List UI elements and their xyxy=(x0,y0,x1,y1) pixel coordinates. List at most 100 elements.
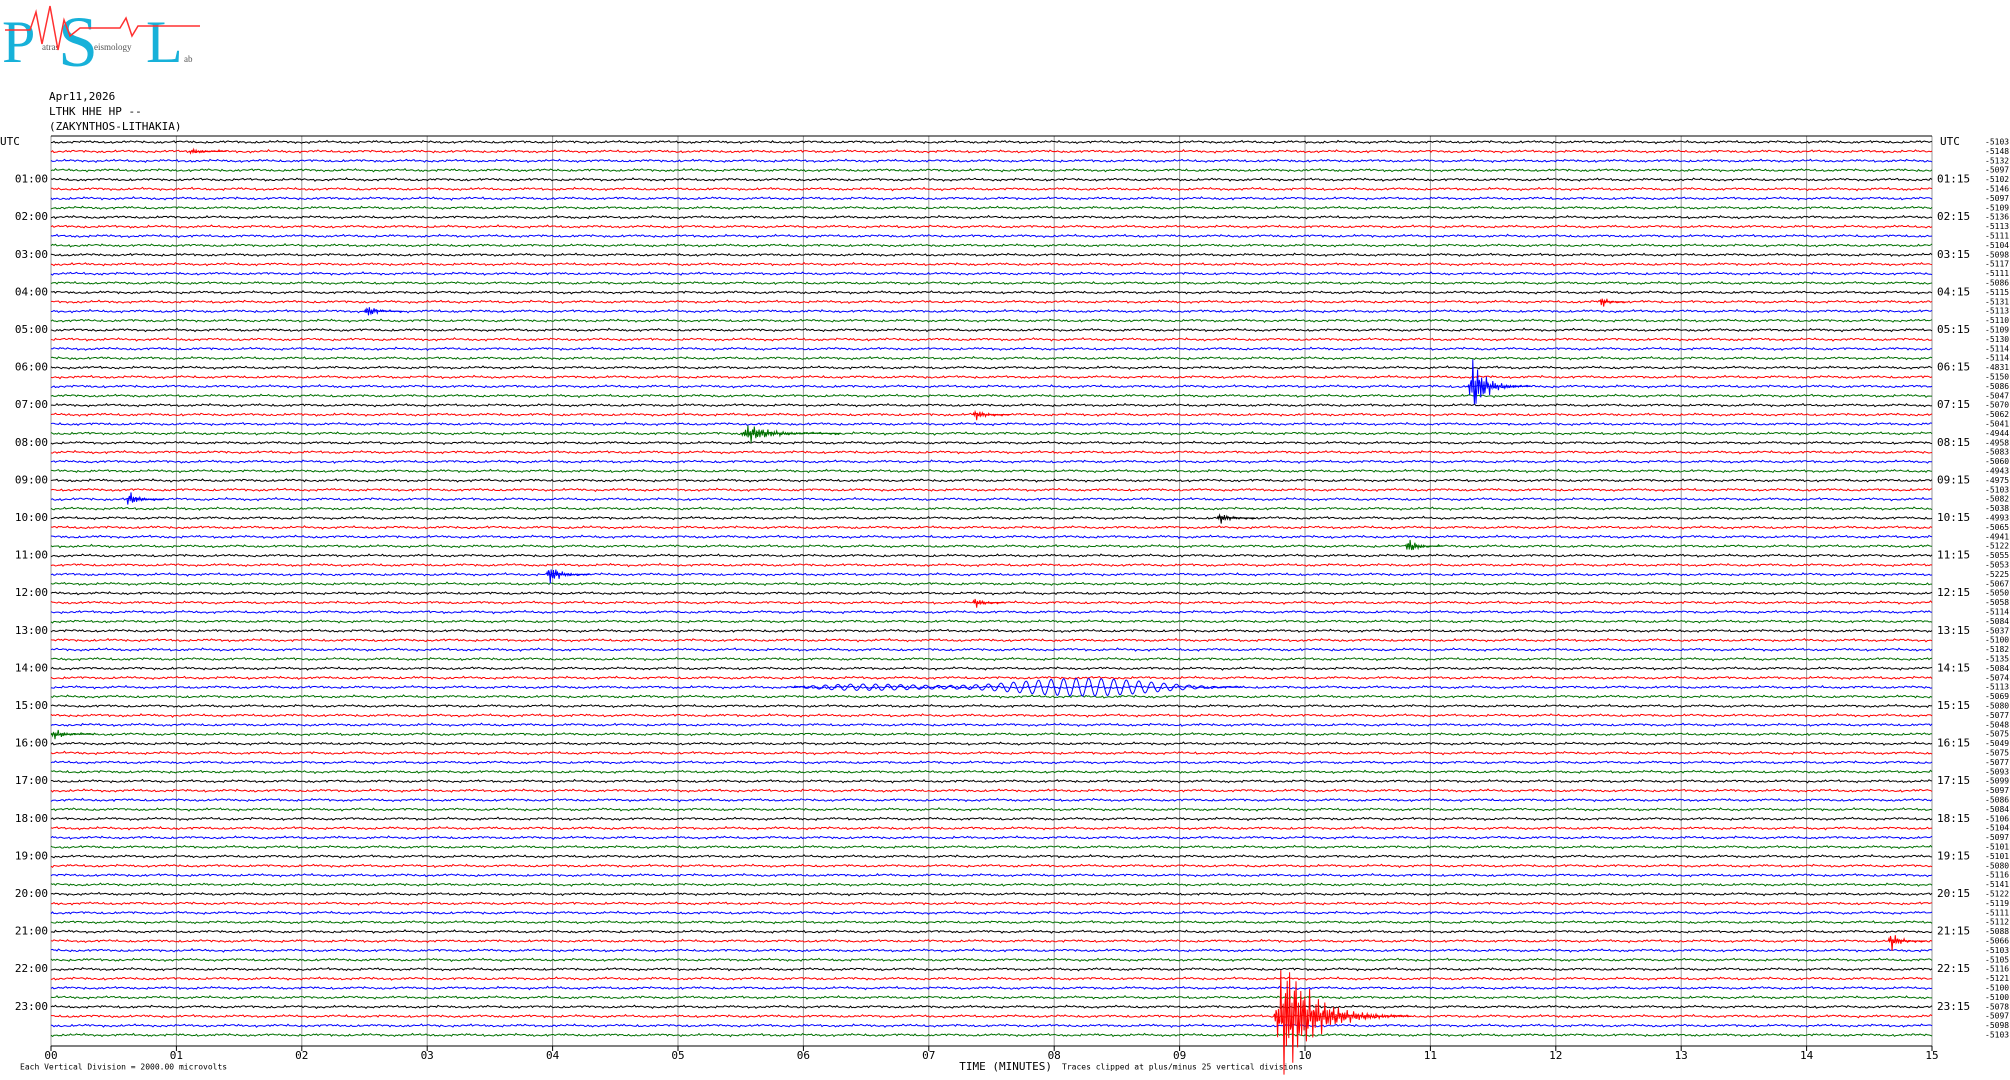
trace xyxy=(50,214,1933,220)
trace-offset: -5083 xyxy=(1985,448,2009,457)
trace-offset: -5097 xyxy=(1985,786,2009,795)
hour-label: 10:00 xyxy=(15,511,48,524)
hour-label: 21:15 xyxy=(1937,925,1970,938)
trace-offset: -4943 xyxy=(1985,467,2009,476)
trace-offset: -5065 xyxy=(1985,523,2009,532)
x-tick-label: 12 xyxy=(1549,1049,1562,1062)
hour-label: 20:15 xyxy=(1937,887,1970,900)
trace-offset: -5109 xyxy=(1985,326,2009,335)
trace xyxy=(50,459,1932,465)
trace-offset: -5111 xyxy=(1985,232,2009,241)
trace-offset: -5067 xyxy=(1985,579,2009,588)
trace xyxy=(50,374,1933,380)
trace xyxy=(50,177,1933,182)
trace-offset: -5086 xyxy=(1985,382,2009,391)
hour-label: 15:00 xyxy=(15,699,48,712)
seismic-event xyxy=(972,598,1004,608)
trace-offset: -5105 xyxy=(1985,955,2009,964)
trace-offset: -5119 xyxy=(1985,899,2009,908)
trace xyxy=(50,609,1933,615)
seismic-event xyxy=(1216,513,1255,524)
logo-letter: S xyxy=(58,2,98,82)
x-axis-title: TIME (MINUTES) xyxy=(959,1060,1052,1073)
trace xyxy=(50,938,1933,944)
trace-offset: -5116 xyxy=(1985,871,2009,880)
trace xyxy=(50,901,1933,906)
hour-label: 13:15 xyxy=(1937,624,1970,637)
trace-offset: -5084 xyxy=(1985,664,2009,673)
trace-offset: -4975 xyxy=(1985,476,2009,485)
trace-offset: -5084 xyxy=(1985,617,2009,626)
right-axis-title: UTC xyxy=(1940,135,1960,148)
hour-label: 20:00 xyxy=(15,887,48,900)
trace-offset: -5103 xyxy=(1985,1031,2009,1040)
trace xyxy=(50,478,1933,483)
trace-offset: -5066 xyxy=(1985,937,2009,946)
hour-label: 12:00 xyxy=(15,586,48,599)
trace-offset: -5109 xyxy=(1985,203,2009,212)
x-tick-label: 04 xyxy=(546,1049,560,1062)
trace xyxy=(50,694,1933,699)
seismic-event xyxy=(740,425,841,443)
seismic-event xyxy=(125,492,164,505)
trace xyxy=(50,684,1933,690)
hour-label: 02:15 xyxy=(1937,210,1970,223)
trace-offset: -5099 xyxy=(1985,777,2009,786)
hour-label: 16:15 xyxy=(1937,737,1970,750)
trace xyxy=(50,863,1933,869)
trace-offset: -5114 xyxy=(1985,354,2009,363)
trace xyxy=(50,355,1933,361)
trace-offset: -5100 xyxy=(1985,984,2009,993)
trace-offset: -5106 xyxy=(1985,814,2009,823)
seismic-event xyxy=(188,147,227,155)
trace xyxy=(50,468,1933,474)
hour-label: 15:15 xyxy=(1937,699,1970,712)
trace xyxy=(50,835,1933,840)
trace-offset: -5117 xyxy=(1985,260,2009,269)
trace xyxy=(50,1004,1933,1010)
trace-offset: -5135 xyxy=(1985,655,2009,664)
trace-offset: -5055 xyxy=(1985,551,2009,560)
trace xyxy=(50,619,1933,624)
trace xyxy=(50,167,1933,173)
x-tick-label: 01 xyxy=(170,1049,183,1062)
hour-label: 11:15 xyxy=(1937,549,1970,562)
trace-offset: -5113 xyxy=(1985,307,2009,316)
trace-offset: -5121 xyxy=(1985,974,2009,983)
trace xyxy=(50,337,1933,342)
trace-offset: -5041 xyxy=(1985,420,2009,429)
trace xyxy=(51,402,1933,408)
trace-offset: -5122 xyxy=(1985,890,2009,899)
left-axis-title: UTC xyxy=(0,135,20,148)
trace xyxy=(50,243,1933,248)
x-tick-label: 11 xyxy=(1424,1049,1437,1062)
trace xyxy=(50,731,1932,737)
trace xyxy=(50,590,1933,596)
hour-label: 02:00 xyxy=(15,210,48,223)
trace xyxy=(50,318,1933,324)
trace xyxy=(50,308,1933,314)
trace xyxy=(50,985,1933,991)
x-tick-label: 05 xyxy=(671,1049,684,1062)
trace-offset: -5146 xyxy=(1985,185,2009,194)
trace xyxy=(50,957,1933,963)
hour-label: 04:15 xyxy=(1937,285,1970,298)
trace xyxy=(50,647,1933,652)
trace xyxy=(50,196,1933,201)
trace-offset: -5070 xyxy=(1985,401,2009,410)
seismic-event xyxy=(1599,298,1625,307)
trace-offset: -5113 xyxy=(1985,683,2009,692)
x-tick-label: 09 xyxy=(1173,1049,1186,1062)
trace-offset: -5100 xyxy=(1985,993,2009,1002)
hour-label: 22:15 xyxy=(1937,962,1970,975)
trace-offset: -5062 xyxy=(1985,410,2009,419)
hour-label: 18:15 xyxy=(1937,812,1970,825)
trace-offset: -5058 xyxy=(1985,598,2009,607)
trace-offset: -5049 xyxy=(1985,739,2009,748)
scale-note: Each Vertical Division = 2000.00 microvo… xyxy=(20,1063,227,1072)
trace-offset: -5104 xyxy=(1985,824,2009,833)
trace-offset: -5132 xyxy=(1985,156,2009,165)
hour-label: 19:00 xyxy=(15,849,48,862)
trace-offset: -5110 xyxy=(1985,316,2009,325)
